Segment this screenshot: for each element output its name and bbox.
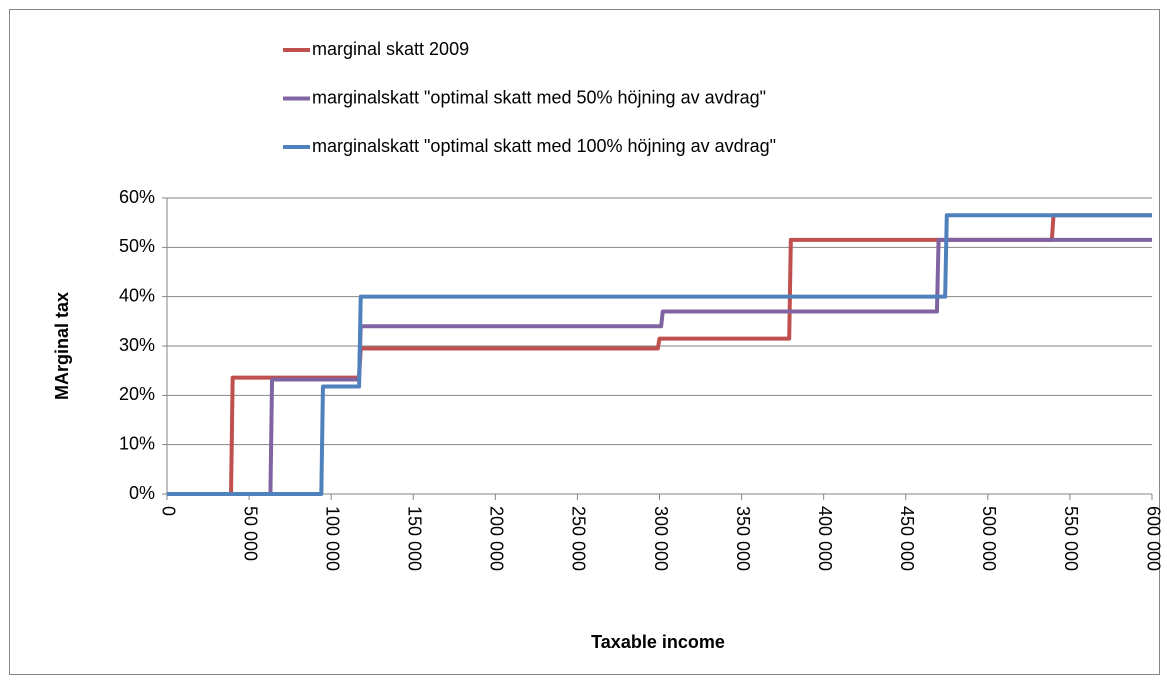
x-tick-label: 300 000 <box>651 506 671 571</box>
x-tick-label: 400 000 <box>815 506 835 571</box>
x-tick-label: 500 000 <box>979 506 999 571</box>
series-line <box>167 237 1152 496</box>
legend-label: marginalskatt "optimal skatt med 50% höj… <box>312 87 766 107</box>
x-tick-label: 200 000 <box>487 506 507 571</box>
y-tick-label: 40% <box>119 285 155 305</box>
x-tick-label: 350 000 <box>733 506 753 571</box>
x-tick-label: 550 000 <box>1061 506 1081 571</box>
y-tick-label: 0% <box>129 483 155 503</box>
series-line <box>167 213 1152 496</box>
legend-label: marginalskatt "optimal skatt med 100% hö… <box>312 136 776 156</box>
x-tick-label: 150 000 <box>405 506 425 571</box>
y-tick-label: 30% <box>119 335 155 355</box>
x-tick-label: 100 000 <box>322 506 342 571</box>
x-tick-label: 600 000 <box>1143 506 1163 571</box>
legend-label: marginal skatt 2009 <box>312 39 469 59</box>
x-tick-label: 250 000 <box>569 506 589 571</box>
x-tick-label: 450 000 <box>897 506 917 571</box>
x-axis-label: Taxable income <box>591 632 725 652</box>
chart-frame <box>9 9 1160 675</box>
x-tick-label: 0 <box>158 506 178 516</box>
series-line <box>167 213 1152 496</box>
y-tick-label: 20% <box>119 384 155 404</box>
y-tick-label: 10% <box>119 433 155 453</box>
y-axis-label: MArginal tax <box>52 292 72 400</box>
y-tick-label: 50% <box>119 236 155 256</box>
x-tick-label: 50 000 <box>240 506 260 561</box>
y-tick-label: 60% <box>119 187 155 207</box>
